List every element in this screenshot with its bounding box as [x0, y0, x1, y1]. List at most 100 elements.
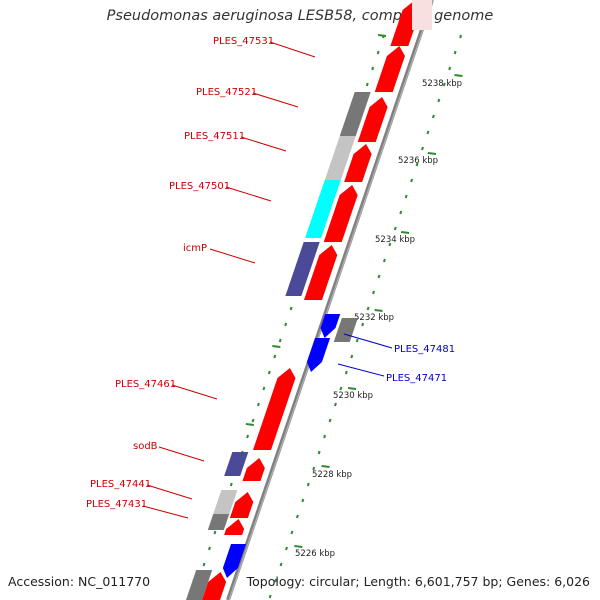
outer-tick-mark: [328, 418, 332, 423]
reverse-gene: [306, 338, 331, 372]
reverse-gene: [320, 314, 341, 338]
major-tick-mark: [321, 465, 330, 468]
outer-tick-mark: [268, 594, 272, 599]
outer-tick-mark: [295, 514, 299, 519]
gene-label: PLES_47531: [213, 36, 274, 47]
inner-tick-mark: [246, 434, 250, 439]
outer-tick-mark: [421, 146, 424, 151]
outer-tick-mark: [344, 370, 348, 375]
gene-label: PLES_47441: [90, 479, 151, 490]
inner-tick-mark: [365, 82, 369, 87]
label-leader-line: [171, 384, 218, 400]
outer-tick-mark: [372, 290, 376, 295]
outer-tick-mark: [426, 130, 430, 135]
inner-tick-mark: [262, 386, 266, 391]
outer-tick-mark: [355, 338, 359, 343]
reverse-gene: [222, 544, 247, 578]
outer-tick-mark: [285, 546, 288, 551]
inner-tick-mark: [273, 354, 277, 359]
outer-tick-mark: [279, 562, 283, 567]
outer-tick-mark: [334, 402, 337, 407]
genome-backbone: [226, 0, 434, 600]
major-tick-mark: [272, 345, 281, 348]
gene-feature: [285, 242, 320, 296]
scale-label: 5230 kbp: [333, 391, 373, 401]
scale-label: 5238 kbp: [422, 79, 462, 89]
label-leader-line: [240, 136, 287, 152]
major-tick-mark: [294, 545, 303, 548]
major-tick-mark: [347, 387, 357, 390]
inner-tick-mark: [289, 306, 293, 311]
forward-gene: [304, 245, 338, 300]
inner-tick-mark: [251, 418, 255, 423]
label-leader-line: [142, 505, 189, 519]
inner-tick-mark: [284, 322, 288, 327]
outer-tick-mark: [415, 162, 419, 167]
outer-tick-mark: [361, 322, 365, 327]
scale-label: 5236 kbp: [398, 156, 438, 166]
label-leader-line: [343, 333, 393, 349]
gene-fade: [412, 0, 432, 30]
major-tick-mark: [245, 423, 254, 426]
outer-tick-mark: [437, 98, 441, 103]
genome-backbone-highlight: [228, 0, 434, 600]
label-leader-line: [252, 92, 299, 108]
major-tick-mark: [377, 34, 387, 37]
topology-summary: Topology: circular; Length: 6,601,757 bp…: [246, 574, 590, 589]
inner-tick-mark: [267, 370, 271, 375]
gene-feature: [207, 514, 230, 530]
gene-label: PLES_47501: [169, 181, 230, 192]
gene-label: PLES_47481: [394, 344, 455, 355]
inner-tick-mark: [278, 338, 282, 343]
forward-gene: [323, 185, 358, 242]
gene-feature: [339, 92, 371, 136]
scale-label: 5226 kbp: [295, 549, 335, 559]
forward-gene: [229, 492, 254, 518]
outer-tick-mark: [339, 386, 343, 391]
forward-gene: [242, 458, 265, 481]
inner-tick-mark: [229, 482, 233, 487]
inner-tick-mark: [213, 530, 217, 535]
label-leader-line: [337, 363, 385, 377]
outer-tick-mark: [442, 82, 446, 87]
map-title: Pseudomonas aeruginosa LESB58, complete …: [106, 8, 494, 24]
gene-label: PLES_47471: [386, 373, 447, 384]
accession-label: Accession: NC_011770: [8, 574, 151, 589]
outer-tick-mark: [350, 354, 354, 359]
outer-tick-mark: [393, 226, 397, 231]
outer-tick-mark: [306, 482, 310, 487]
gene-feature: [224, 452, 249, 476]
inner-tick-mark: [202, 562, 206, 567]
outer-tick-mark: [388, 242, 392, 247]
gene-feature: [305, 180, 341, 238]
outer-tick-mark: [366, 306, 370, 311]
gene-label: sodB: [133, 441, 158, 452]
gene-feature: [186, 570, 213, 600]
forward-gene: [224, 519, 245, 535]
forward-gene: [253, 368, 296, 450]
gene-label: PLES_47431: [86, 499, 147, 510]
major-tick-mark: [374, 309, 383, 312]
outer-tick-mark: [399, 210, 403, 215]
gene-feature: [213, 490, 238, 514]
scale-label: 5232 kbp: [354, 313, 394, 323]
outer-tick-mark: [323, 434, 327, 439]
outer-tick-mark: [290, 530, 294, 535]
gene-label: PLES_47511: [184, 131, 245, 142]
label-leader-line: [225, 186, 272, 202]
scale-label: 5228 kbp: [312, 470, 352, 480]
outer-tick-mark: [404, 194, 408, 199]
gene-feature: [333, 318, 358, 342]
forward-gene: [374, 46, 405, 92]
outer-tick-mark: [377, 274, 381, 279]
outer-tick-mark: [317, 450, 321, 455]
outer-tick-mark: [448, 66, 452, 71]
forward-gene: [344, 144, 372, 182]
label-leader-line: [158, 446, 205, 462]
major-tick-mark: [427, 152, 437, 155]
inner-tick-mark: [208, 546, 211, 551]
outer-tick-mark: [382, 258, 386, 263]
outer-tick-mark: [453, 50, 457, 55]
outer-tick-mark: [301, 498, 305, 503]
